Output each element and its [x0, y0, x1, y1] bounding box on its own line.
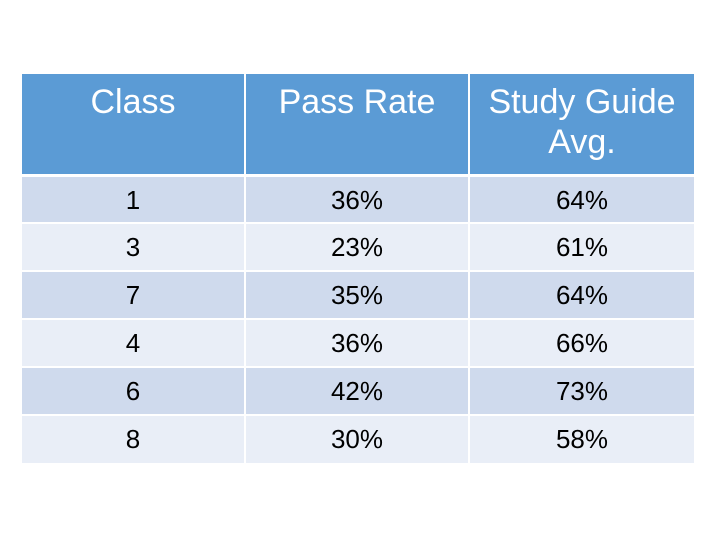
cell-pass-rate: 36%	[245, 318, 470, 367]
cell-pass-rate: 23%	[245, 222, 470, 271]
table-row: 8 30% 58%	[22, 414, 694, 463]
cell-class: 6	[22, 366, 246, 415]
cell-class: 4	[22, 318, 246, 367]
cell-study-guide-avg: 64%	[469, 270, 694, 319]
table-row: 3 23% 61%	[22, 222, 694, 271]
table-row: 7 35% 64%	[22, 270, 694, 319]
cell-pass-rate: 30%	[245, 414, 470, 463]
data-table: Class Pass Rate Study Guide Avg. 1 36% 6…	[22, 74, 694, 463]
cell-class: 8	[22, 414, 246, 463]
cell-pass-rate: 35%	[245, 270, 470, 319]
cell-study-guide-avg: 61%	[469, 222, 694, 271]
cell-study-guide-avg: 64%	[469, 173, 694, 223]
cell-study-guide-avg: 73%	[469, 366, 694, 415]
cell-study-guide-avg: 58%	[469, 414, 694, 463]
cell-class: 3	[22, 222, 246, 271]
table-row: 1 36% 64%	[22, 173, 694, 223]
cell-study-guide-avg: 66%	[469, 318, 694, 367]
header-class: Class	[22, 74, 246, 175]
header-study-guide-avg: Study Guide Avg.	[469, 74, 694, 175]
table-row: 4 36% 66%	[22, 318, 694, 367]
header-pass-rate: Pass Rate	[245, 74, 470, 175]
cell-pass-rate: 42%	[245, 366, 470, 415]
table-row: 6 42% 73%	[22, 366, 694, 415]
header-row: Class Pass Rate Study Guide Avg.	[22, 74, 694, 175]
cell-class: 1	[22, 173, 246, 223]
cell-pass-rate: 36%	[245, 173, 470, 223]
cell-class: 7	[22, 270, 246, 319]
